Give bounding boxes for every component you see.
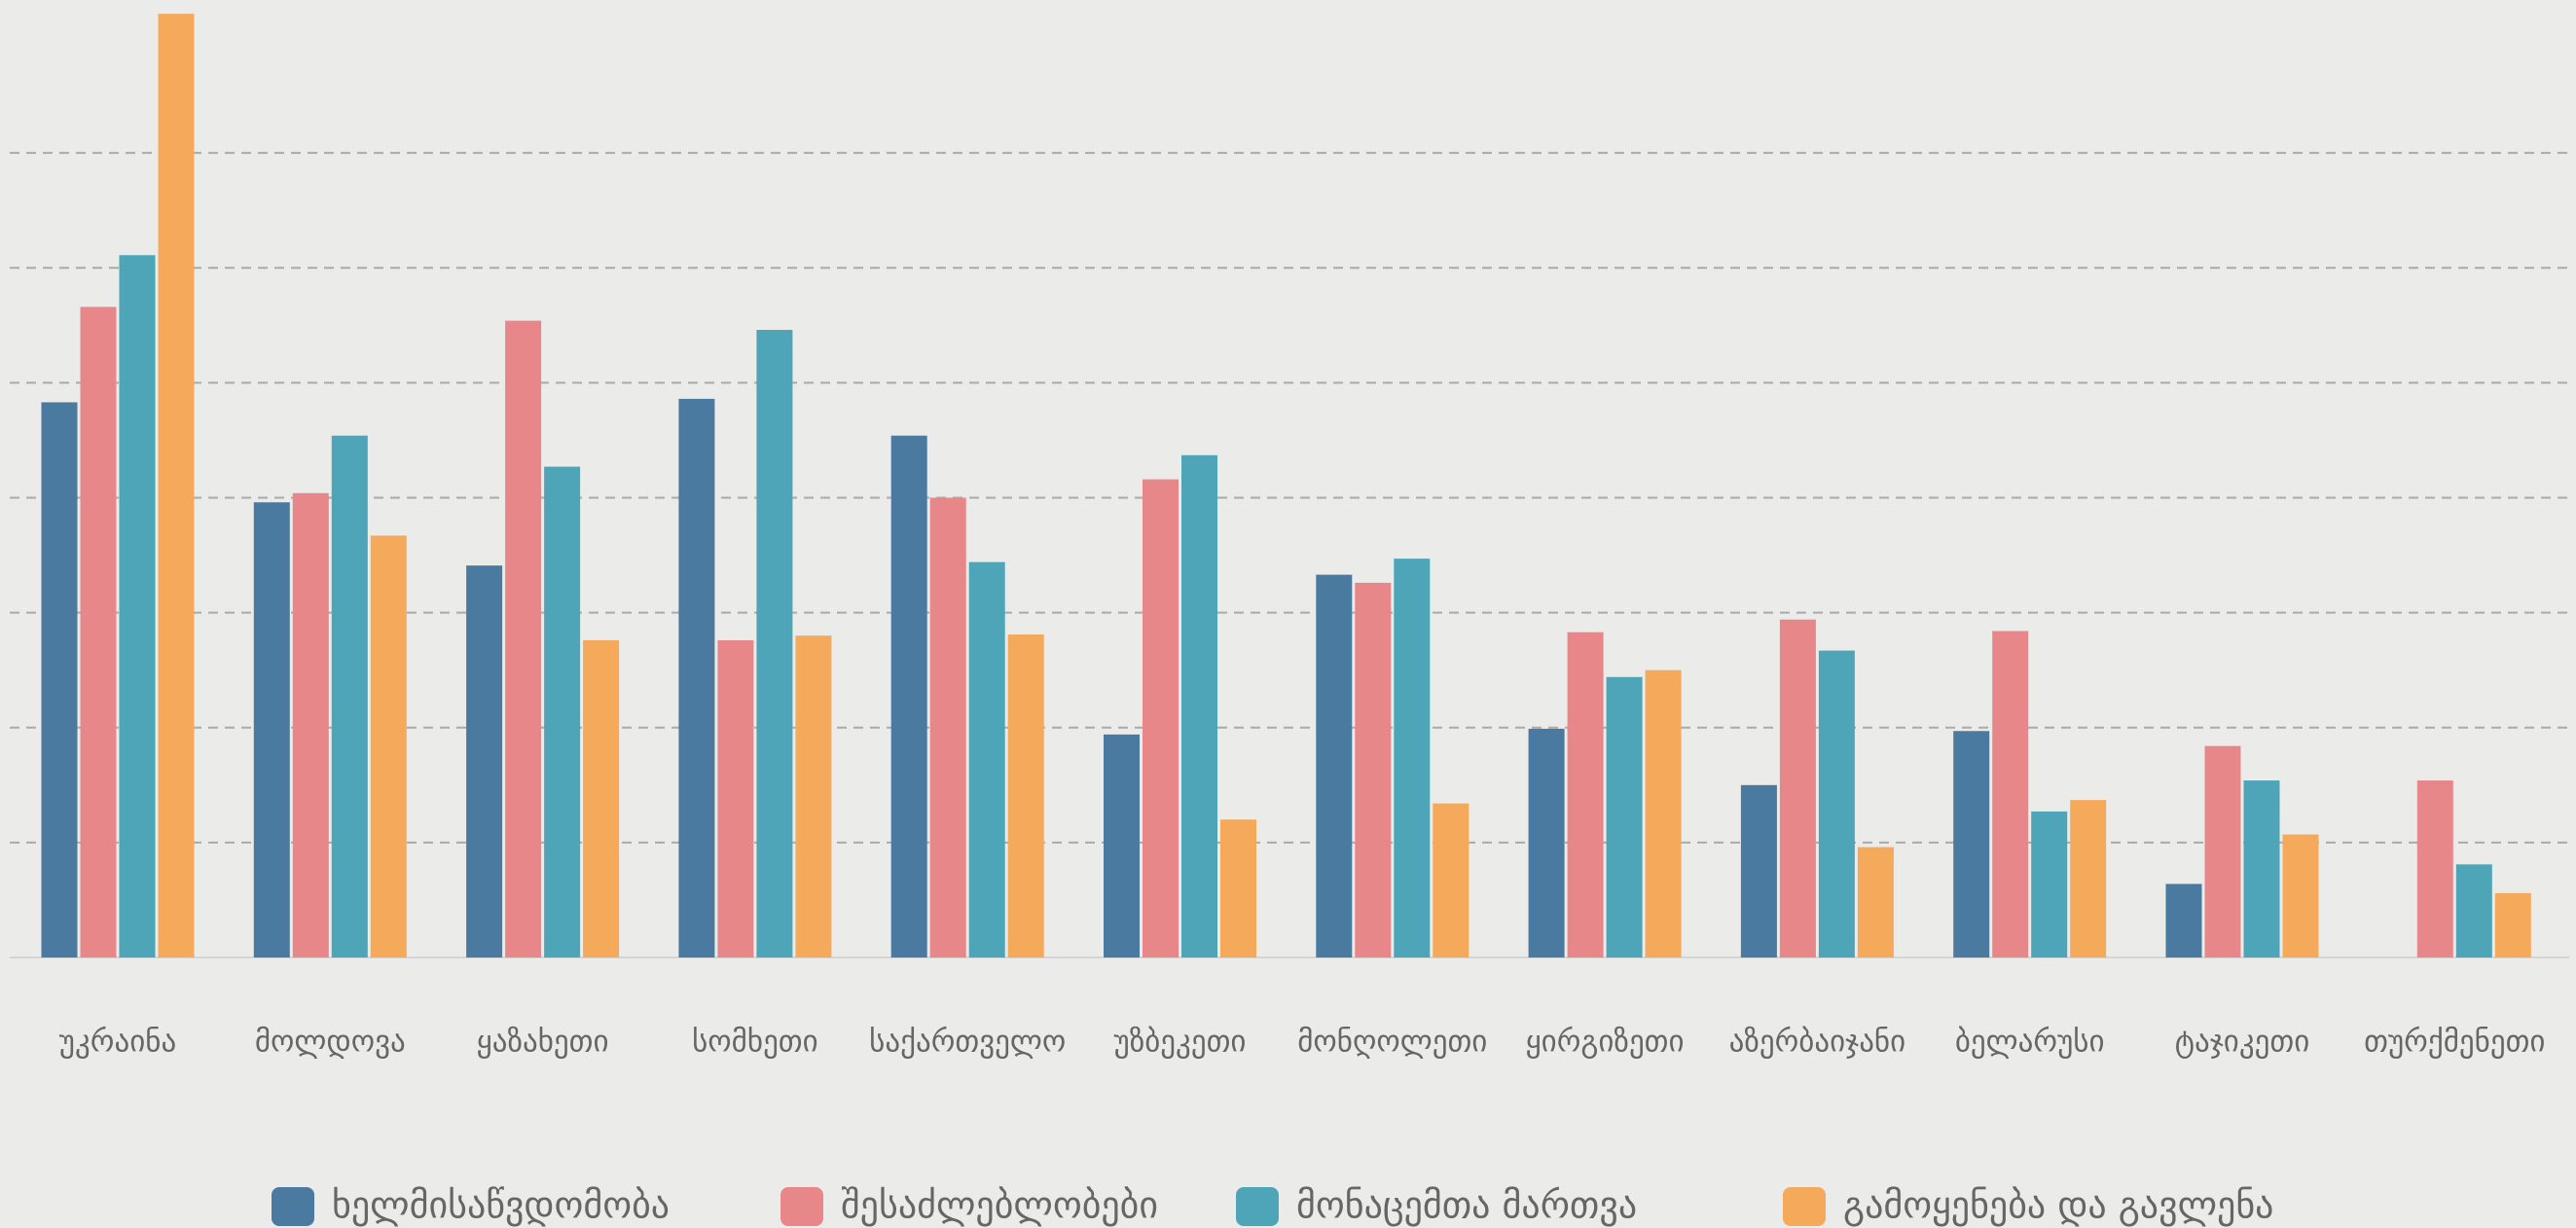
bar — [80, 307, 117, 957]
legend-swatch — [780, 1187, 823, 1226]
legend-label: მონაცემთა მართვა — [1296, 1184, 1637, 1227]
bar — [678, 398, 715, 957]
bar — [119, 255, 156, 957]
bar — [1007, 634, 1044, 957]
bar — [1567, 632, 1604, 957]
bar — [505, 320, 542, 957]
x-tick-label: უზბეკეთი — [1114, 1025, 1247, 1060]
bar — [2165, 884, 2202, 957]
legend-swatch — [1236, 1187, 1279, 1226]
bar — [1181, 454, 1217, 957]
bar — [1740, 784, 1777, 957]
legend-label: ხელმისაწვდომობა — [332, 1184, 670, 1227]
bar — [2243, 780, 2280, 957]
x-tick-label: მონღოლეთი — [1297, 1025, 1487, 1060]
bar — [370, 535, 407, 957]
bar — [2416, 780, 2453, 957]
bar — [1220, 819, 1256, 957]
x-tick-label: აზერბაიჯანი — [1729, 1025, 1906, 1060]
legend-label: გამოყენება და გავლენა — [1843, 1184, 2273, 1227]
bar — [1143, 479, 1179, 957]
bar — [1992, 631, 2029, 957]
x-tick-label: სომხეთი — [692, 1025, 818, 1060]
bar — [1394, 559, 1431, 957]
x-tick-label: საქართველო — [869, 1025, 1066, 1060]
bar — [968, 561, 1005, 957]
x-tick-label: თურქმენეთი — [2364, 1025, 2545, 1060]
bar — [2494, 892, 2531, 957]
bar — [1355, 582, 1392, 957]
bar — [1645, 669, 1682, 957]
bar — [1316, 574, 1353, 957]
x-tick-label: ყირგიზეთი — [1526, 1025, 1685, 1060]
x-tick-label: ტაჯიკეთი — [2175, 1025, 2310, 1060]
bar — [929, 497, 966, 957]
bar — [717, 639, 754, 957]
bar — [583, 639, 620, 957]
bar — [292, 492, 329, 957]
bar — [795, 635, 832, 957]
bar — [2204, 745, 2241, 957]
legend-swatch — [1783, 1187, 1826, 1226]
bar — [2070, 800, 2107, 957]
bar — [1818, 650, 1855, 957]
x-tick-label: ყაზახეთი — [477, 1025, 609, 1060]
bar — [331, 435, 368, 957]
bar — [1606, 676, 1643, 957]
bar — [2031, 811, 2068, 957]
bar — [158, 14, 195, 957]
x-tick-label: უკრაინა — [59, 1025, 176, 1060]
bar — [2455, 864, 2492, 957]
bar — [1953, 731, 1990, 957]
bar — [253, 502, 290, 957]
bar — [1104, 734, 1140, 957]
legend-label: შესაძლებლობები — [841, 1184, 1158, 1227]
bar — [544, 466, 581, 957]
bar — [2282, 834, 2319, 957]
bar — [1857, 847, 1894, 957]
x-tick-label: მოლდოვა — [255, 1025, 406, 1060]
bar — [466, 565, 503, 957]
bar — [1528, 728, 1565, 957]
bar — [1779, 619, 1816, 957]
bar — [890, 435, 927, 957]
bar — [41, 402, 78, 957]
bar — [756, 330, 793, 957]
bar — [1433, 803, 1469, 957]
x-tick-label: ბელარუსი — [1955, 1025, 2105, 1060]
legend-swatch — [272, 1187, 314, 1226]
